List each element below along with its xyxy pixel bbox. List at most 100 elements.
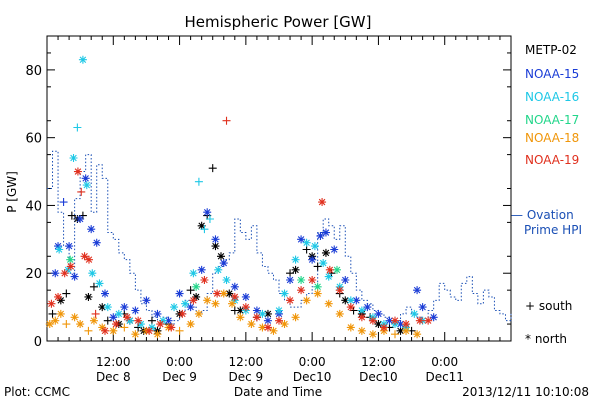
data-point-noaa-18 — [203, 296, 212, 305]
legend-ovation-label: — Ovation — [511, 208, 574, 222]
data-point-noaa-16 — [69, 154, 78, 162]
data-point-noaa-16 — [319, 259, 328, 268]
data-point-noaa-19 — [402, 320, 411, 329]
data-point-noaa-18 — [131, 330, 140, 339]
data-point-noaa-19 — [415, 316, 424, 325]
data-point-noaa-16 — [346, 296, 355, 305]
data-point-noaa-18 — [346, 323, 355, 332]
data-points-group — [45, 55, 438, 339]
data-point-metp-02 — [291, 265, 300, 274]
data-point-noaa-18 — [89, 316, 98, 325]
data-point-metp-02 — [302, 245, 311, 254]
data-point-noaa-18 — [211, 299, 220, 308]
data-point-noaa-19 — [54, 292, 63, 301]
data-point-noaa-18 — [247, 320, 256, 329]
x-tick-label-time: 0:00 — [166, 355, 193, 369]
data-point-noaa-16 — [280, 289, 289, 298]
data-point-noaa-15 — [413, 286, 422, 295]
x-tick-label-date: Dec 9 — [162, 370, 197, 384]
legend-item-noaa-15: NOAA-15 — [525, 67, 579, 81]
data-point-noaa-19 — [391, 316, 399, 325]
data-point-noaa-15 — [65, 242, 74, 251]
data-point-noaa-16 — [88, 269, 97, 278]
data-point-noaa-18 — [62, 320, 71, 329]
data-point-noaa-19 — [189, 296, 198, 305]
data-point-noaa-18 — [391, 330, 399, 339]
data-point-noaa-16 — [181, 299, 190, 308]
data-point-noaa-16 — [275, 306, 283, 315]
y-tick-label: 20 — [25, 267, 42, 282]
data-point-noaa-15 — [297, 235, 306, 244]
data-point-noaa-15 — [341, 276, 350, 284]
legend-item-metp-02: METP-02 — [525, 43, 577, 57]
data-point-metp-02 — [98, 303, 107, 312]
data-point-noaa-16 — [189, 269, 198, 278]
data-point-noaa-19 — [335, 286, 344, 295]
data-point-metp-02 — [186, 286, 195, 295]
ovation-line-group — [47, 150, 512, 325]
data-point-metp-02 — [211, 242, 220, 251]
data-point-noaa-18 — [269, 326, 278, 335]
data-point-noaa-18 — [175, 326, 184, 335]
data-point-noaa-19 — [178, 309, 187, 318]
data-point-noaa-16 — [205, 215, 214, 223]
data-point-noaa-19 — [123, 313, 132, 322]
data-point-noaa-15 — [120, 303, 129, 312]
data-point-noaa-15 — [308, 255, 317, 264]
data-point-noaa-19 — [200, 276, 209, 284]
data-point-noaa-18 — [324, 299, 333, 308]
data-point-noaa-15 — [374, 309, 383, 318]
data-point-noaa-15 — [330, 245, 339, 254]
data-point-noaa-19 — [275, 316, 283, 325]
x-tick-label-date: Dec 8 — [96, 370, 131, 384]
y-tick-label: 80 — [25, 64, 42, 79]
data-point-noaa-19 — [379, 323, 388, 332]
data-point-metp-02 — [67, 211, 76, 220]
data-point-noaa-16 — [324, 272, 333, 281]
data-point-noaa-15 — [175, 289, 184, 298]
data-point-metp-02 — [396, 326, 405, 335]
data-point-noaa-15 — [429, 313, 438, 322]
data-point-noaa-18 — [153, 330, 162, 339]
data-point-metp-02 — [62, 289, 71, 298]
data-point-noaa-15 — [418, 303, 427, 312]
data-point-noaa-15 — [92, 238, 101, 247]
data-point-noaa-15 — [286, 276, 295, 284]
x-axis-label: Date and Time — [234, 385, 322, 399]
data-point-noaa-16 — [147, 323, 156, 332]
data-point-noaa-19 — [424, 316, 433, 325]
data-point-noaa-15 — [197, 265, 206, 274]
legend: METP-02 NOAA-15 NOAA-16 NOAA-17 NOAA-18 … — [511, 43, 582, 346]
data-point-noaa-19 — [213, 289, 222, 298]
data-point-noaa-19 — [145, 326, 154, 335]
data-point-noaa-16 — [222, 276, 231, 284]
data-point-noaa-18 — [313, 289, 322, 298]
data-point-noaa-17 — [297, 276, 306, 284]
data-point-noaa-19 — [252, 313, 261, 322]
data-point-noaa-16 — [357, 306, 366, 315]
data-point-metp-02 — [321, 248, 330, 257]
data-point-metp-02 — [263, 309, 272, 318]
data-point-noaa-16 — [291, 255, 300, 264]
legend-item-noaa-18: NOAA-18 — [525, 131, 579, 145]
data-point-noaa-16 — [258, 309, 267, 318]
footer-timestamp: 2013/12/11 10:10:08 — [462, 385, 589, 399]
ovation-hpi-line — [47, 150, 512, 325]
data-point-noaa-17 — [192, 282, 201, 291]
data-point-noaa-18 — [45, 320, 54, 329]
data-point-noaa-15 — [363, 303, 372, 312]
data-point-noaa-15 — [396, 320, 405, 329]
data-point-noaa-18 — [291, 313, 300, 322]
data-point-noaa-16 — [55, 245, 64, 254]
data-point-noaa-16 — [78, 55, 87, 64]
data-point-noaa-19 — [60, 269, 69, 278]
chart-title: Hemispheric Power [GW] — [185, 13, 372, 31]
data-point-noaa-18 — [84, 326, 93, 335]
data-point-metp-02 — [286, 269, 295, 278]
data-point-noaa-15 — [321, 228, 330, 237]
data-point-noaa-19 — [325, 265, 334, 274]
data-point-noaa-18 — [402, 326, 411, 335]
x-tick-label-date: Dec10 — [293, 370, 332, 384]
